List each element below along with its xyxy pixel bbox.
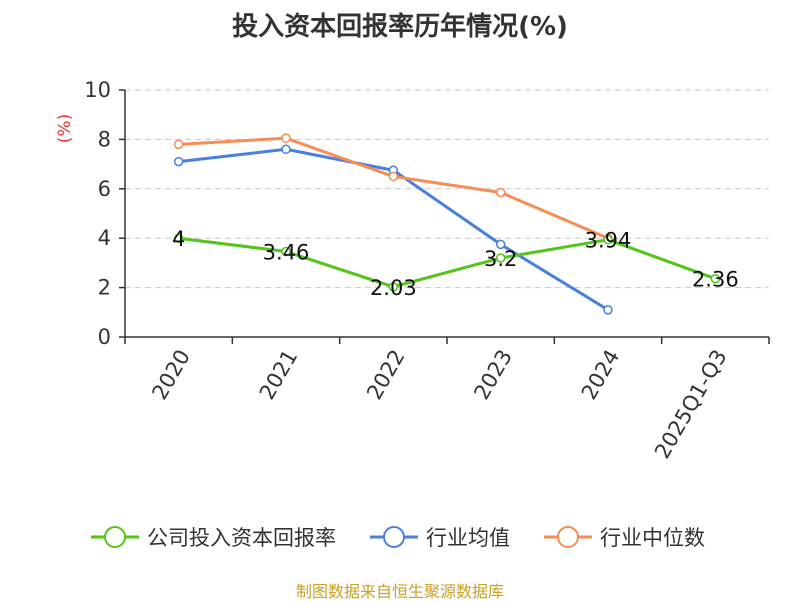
data-point — [495, 187, 506, 198]
data-point — [281, 133, 291, 143]
x-tick-label: 2025Q1-Q3 — [650, 346, 732, 463]
series-line-0 — [178, 236, 716, 289]
y-axis-label: (%) — [55, 114, 75, 143]
data-point — [495, 253, 506, 263]
data-point — [281, 246, 291, 257]
data-label: 2.36 — [692, 268, 739, 292]
x-tick-label: 2021 — [255, 346, 303, 404]
y-tick-label: 8 — [98, 127, 111, 151]
data-label: 3.94 — [585, 229, 632, 253]
y-tick-label: 10 — [84, 78, 111, 102]
data-label: 3.2 — [484, 247, 517, 271]
x-tick-label: 2020 — [147, 346, 195, 404]
y-tick-label: 2 — [98, 276, 111, 300]
data-label: 2.03 — [370, 276, 417, 300]
legend-marker — [383, 526, 405, 548]
data-point — [603, 234, 613, 245]
y-tick-label: 4 — [98, 226, 111, 250]
x-tick-label: 2023 — [469, 346, 517, 404]
data-point — [710, 273, 721, 284]
data-point — [173, 233, 184, 243]
data-point — [495, 239, 506, 250]
data-label: 4 — [172, 227, 185, 251]
x-tick-label: 2024 — [577, 346, 625, 404]
data-point — [388, 282, 399, 292]
data-point — [173, 156, 184, 167]
legend-label: 行业均值 — [426, 526, 510, 550]
legend-marker — [557, 526, 579, 548]
y-tick-label: 0 — [98, 325, 111, 349]
data-source: 制图数据来自恒生聚源数据库 — [295, 582, 504, 601]
data-point — [281, 144, 291, 155]
chart-title: 投入资本回报率历年情况(%) — [232, 12, 568, 42]
data-label: 3.46 — [263, 241, 310, 265]
data-point — [173, 139, 184, 150]
legend-label: 行业中位数 — [600, 526, 705, 550]
data-point — [603, 305, 613, 315]
legend-marker — [104, 526, 126, 548]
legend-label: 公司投入资本回报率 — [147, 526, 336, 550]
data-point — [388, 171, 399, 182]
y-tick-label: 6 — [98, 177, 111, 201]
x-tick-label: 2022 — [362, 346, 410, 404]
